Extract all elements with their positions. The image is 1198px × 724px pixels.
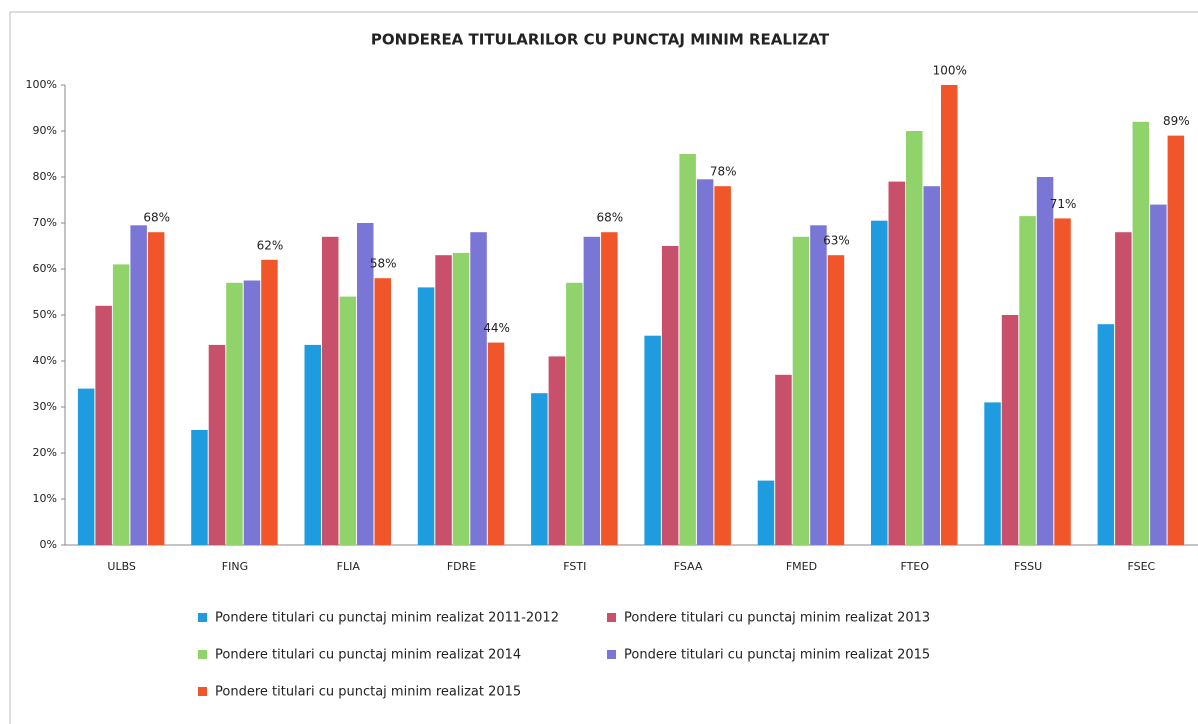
bar xyxy=(226,282,243,545)
x-tick-label: FLIA xyxy=(337,560,361,573)
bar xyxy=(810,225,827,546)
chart-title: PONDEREA TITULARILOR CU PUNCTAJ MINIM RE… xyxy=(371,31,830,49)
x-tick-label: FDRE xyxy=(447,560,476,573)
legend-marker xyxy=(198,650,207,659)
bar xyxy=(1150,204,1167,545)
y-tick-label: 30% xyxy=(33,400,57,413)
legend-label: Pondere titulari cu punctaj minim realiz… xyxy=(215,648,521,663)
y-tick-label: 100% xyxy=(26,78,57,91)
legend-marker xyxy=(198,687,207,696)
bar xyxy=(888,181,905,545)
bar xyxy=(322,236,339,546)
bar xyxy=(661,246,679,545)
bar xyxy=(792,236,810,546)
bar xyxy=(1054,218,1071,545)
bar xyxy=(583,236,601,546)
bar xyxy=(1019,216,1036,545)
bar xyxy=(417,287,435,545)
data-label: 58% xyxy=(370,257,397,271)
bar xyxy=(1097,324,1115,545)
y-tick-label: 60% xyxy=(33,262,57,275)
bar xyxy=(601,232,618,545)
legend-label: Pondere titulari cu punctaj minim realiz… xyxy=(215,611,559,626)
x-tick-label: FING xyxy=(222,560,248,573)
y-tick-label: 70% xyxy=(33,216,57,229)
bar xyxy=(95,305,112,545)
bar xyxy=(452,252,470,545)
bar xyxy=(191,430,208,545)
bar xyxy=(984,402,1001,545)
y-tick-label: 10% xyxy=(33,492,57,505)
legend-marker xyxy=(607,650,616,659)
x-tick-label: FSTI xyxy=(563,560,586,573)
bar xyxy=(531,393,548,545)
bar xyxy=(827,255,845,545)
bar xyxy=(906,131,923,545)
bar xyxy=(147,232,165,545)
data-label: 62% xyxy=(257,238,284,252)
bar xyxy=(941,85,958,545)
bar xyxy=(208,344,226,545)
y-tick-label: 0% xyxy=(40,538,57,551)
bar xyxy=(1167,135,1185,545)
data-label: 100% xyxy=(933,64,967,78)
legend-marker xyxy=(607,613,616,622)
bar xyxy=(757,480,775,545)
y-tick-label: 50% xyxy=(33,308,57,321)
bar xyxy=(714,186,731,545)
legend-label: Pondere titulari cu punctaj minim realiz… xyxy=(215,685,521,700)
bar xyxy=(644,335,661,545)
bar xyxy=(1115,232,1132,545)
bar xyxy=(112,264,130,545)
bar xyxy=(357,223,374,545)
bar xyxy=(696,179,714,546)
data-label: 89% xyxy=(1163,114,1190,128)
bar xyxy=(130,225,147,546)
legend-label: Pondere titulari cu punctaj minim realiz… xyxy=(624,611,930,626)
data-label: 68% xyxy=(143,211,170,225)
x-tick-label: FSAA xyxy=(674,560,703,573)
x-tick-label: FTEO xyxy=(901,560,930,573)
legend-marker xyxy=(198,613,207,622)
legend-label: Pondere titulari cu punctaj minim realiz… xyxy=(624,648,930,663)
frame xyxy=(9,11,1198,724)
bar xyxy=(304,344,321,545)
x-tick-label: FSEC xyxy=(1127,560,1155,573)
bar xyxy=(871,220,888,545)
x-tick-label: FSSU xyxy=(1014,560,1042,573)
data-label: 71% xyxy=(1050,197,1077,211)
bar xyxy=(261,259,278,545)
bar xyxy=(1036,177,1054,545)
y-tick-label: 20% xyxy=(33,446,57,459)
bar xyxy=(77,388,95,545)
bar xyxy=(470,232,487,545)
bar xyxy=(923,186,940,545)
y-tick-label: 80% xyxy=(33,170,57,183)
bar xyxy=(435,255,452,545)
bar xyxy=(1132,121,1150,546)
bar xyxy=(339,296,356,545)
x-tick-label: FMED xyxy=(786,560,817,573)
bar xyxy=(566,282,583,545)
data-label: 63% xyxy=(823,234,850,248)
data-label: 68% xyxy=(597,211,624,225)
bar xyxy=(1001,315,1019,545)
bar xyxy=(679,154,696,545)
y-tick-label: 90% xyxy=(33,124,57,137)
bar xyxy=(487,342,505,545)
data-label: 78% xyxy=(710,165,737,179)
bar xyxy=(548,356,566,545)
bar xyxy=(374,278,391,545)
bar xyxy=(775,374,792,545)
x-tick-label: ULBS xyxy=(107,560,136,573)
y-tick-label: 40% xyxy=(33,354,57,367)
bar xyxy=(243,280,261,545)
data-label: 44% xyxy=(483,321,510,335)
